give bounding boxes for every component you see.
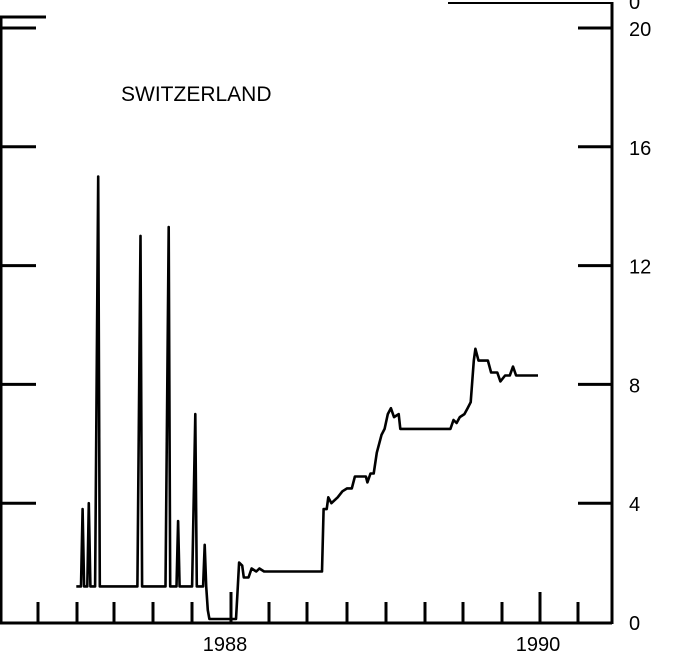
- chart-title: SWITZERLAND: [121, 83, 272, 106]
- y-tick-label: 0: [629, 613, 640, 635]
- x-tick-label: 1988: [203, 634, 248, 653]
- y-tick-label: 8: [629, 375, 640, 397]
- series-layer: [76, 175, 538, 621]
- axis-ticks: [0, 26, 612, 622]
- top-right-tick-label: 0: [629, 0, 640, 14]
- y-tick-label: 20: [629, 19, 651, 41]
- series-line: [76, 175, 538, 621]
- y-tick-label: 12: [629, 257, 651, 279]
- y-tick-label: 4: [629, 494, 640, 516]
- labels-layer: SWITZERLAND 0 4 8 12 16 20 0 1988 1990: [121, 0, 651, 653]
- y-tick-label: 16: [629, 138, 651, 160]
- x-tick-label: 1990: [516, 634, 561, 653]
- frame: [0, 2, 614, 625]
